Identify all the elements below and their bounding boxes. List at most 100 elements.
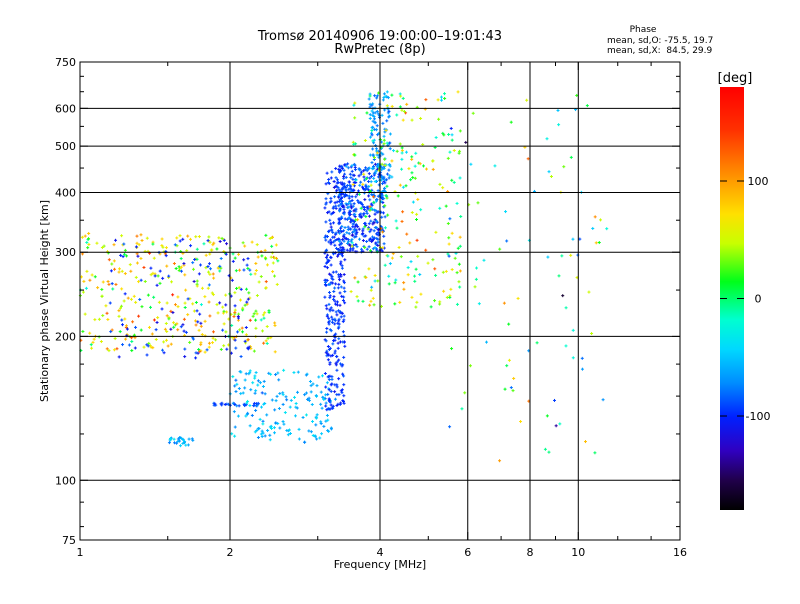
data-point: [438, 183, 441, 186]
data-point: [560, 254, 563, 257]
data-point: [173, 441, 176, 444]
data-point: [598, 241, 601, 244]
data-point: [198, 329, 201, 332]
data-point: [199, 322, 202, 325]
data-point: [445, 270, 448, 273]
data-point: [553, 399, 556, 402]
data-point: [234, 347, 237, 350]
data-point: [469, 364, 472, 367]
data-point: [255, 269, 258, 272]
data-point: [370, 129, 373, 132]
data-point: [159, 282, 162, 285]
data-point: [269, 438, 272, 441]
data-point: [586, 104, 589, 107]
data-point: [416, 198, 419, 201]
x-tick-label: 6: [464, 546, 471, 559]
data-point: [282, 403, 285, 406]
data-point: [369, 300, 372, 303]
data-point: [333, 383, 336, 386]
data-point: [271, 399, 274, 402]
data-point: [194, 235, 197, 238]
data-point: [386, 104, 389, 107]
data-point: [364, 215, 367, 218]
data-point: [274, 350, 277, 353]
data-point: [433, 267, 436, 270]
data-point: [129, 263, 132, 266]
data-point: [442, 290, 445, 293]
data-point: [401, 210, 404, 213]
data-point: [409, 178, 412, 181]
data-point: [383, 139, 386, 142]
data-point: [302, 416, 305, 419]
data-point: [146, 353, 149, 356]
data-point: [370, 180, 373, 183]
data-point: [431, 159, 434, 162]
data-point: [254, 327, 257, 330]
data-point: [503, 302, 506, 305]
data-point: [380, 216, 383, 219]
data-point: [443, 97, 446, 100]
data-point: [260, 318, 263, 321]
data-point: [351, 195, 354, 198]
stats-ordinary: mean, sd,O: -75.5, 19.7: [607, 36, 713, 46]
data-point: [349, 176, 352, 179]
data-point: [326, 172, 329, 175]
data-point: [221, 329, 224, 332]
data-point: [181, 323, 184, 326]
data-point: [130, 349, 133, 352]
data-point: [482, 259, 485, 262]
data-point: [143, 346, 146, 349]
data-point: [546, 137, 549, 140]
data-point: [249, 369, 252, 372]
data-point: [128, 343, 131, 346]
data-point: [447, 133, 450, 136]
data-point: [247, 291, 250, 294]
data-point: [337, 283, 340, 286]
data-point: [326, 393, 329, 396]
data-point: [504, 210, 507, 213]
data-point: [333, 195, 336, 198]
data-point: [392, 149, 395, 152]
data-point: [148, 326, 151, 329]
data-point: [414, 306, 417, 309]
data-point: [238, 269, 241, 272]
data-point: [241, 327, 244, 330]
data-point: [345, 176, 348, 179]
data-point: [357, 189, 360, 192]
data-point: [405, 103, 408, 106]
data-point: [370, 175, 373, 178]
data-point: [153, 257, 156, 260]
data-point: [368, 172, 371, 175]
data-point: [273, 426, 276, 429]
data-point: [207, 239, 210, 242]
data-point: [322, 425, 325, 428]
data-point: [440, 99, 443, 102]
data-point: [310, 384, 313, 387]
data-point: [332, 290, 335, 293]
data-point: [220, 257, 223, 260]
data-point: [342, 394, 345, 397]
data-point: [414, 177, 417, 180]
data-point: [136, 262, 139, 265]
data-point: [338, 304, 341, 307]
data-point: [525, 99, 528, 102]
data-point: [432, 168, 435, 171]
data-point: [194, 356, 197, 359]
data-point: [505, 364, 508, 367]
y-tick-label: 100: [55, 474, 76, 487]
data-point: [130, 340, 133, 343]
data-point: [261, 422, 264, 425]
data-point: [407, 167, 410, 170]
data-point: [155, 328, 158, 331]
data-point: [358, 184, 361, 187]
data-point: [581, 357, 584, 360]
data-point: [243, 245, 246, 248]
data-point: [251, 381, 254, 384]
data-point: [386, 90, 389, 93]
data-point: [254, 262, 257, 265]
data-point: [262, 342, 265, 345]
data-point: [374, 213, 377, 216]
data-point: [381, 114, 384, 117]
data-point: [284, 411, 287, 414]
data-point: [459, 236, 462, 239]
